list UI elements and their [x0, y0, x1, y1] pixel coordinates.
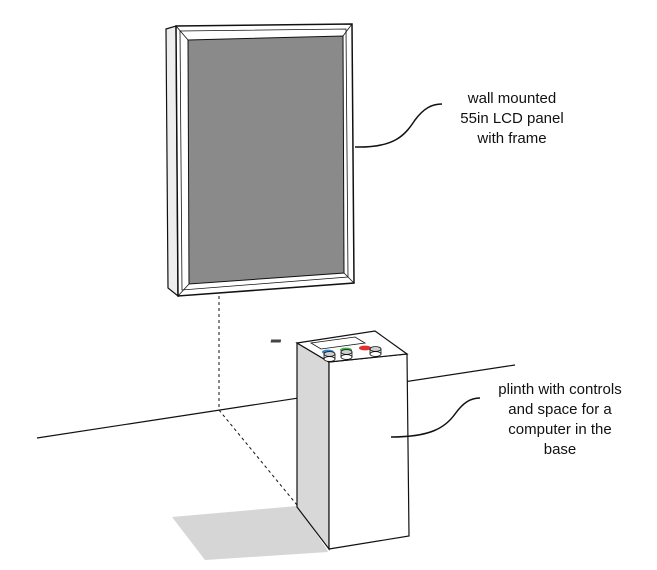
lcd-panel-label-line-2: 55in LCD panel: [460, 110, 564, 127]
button-indicator-red: [359, 345, 371, 351]
lcd-panel-label-line-3: with frame: [477, 130, 547, 147]
plinth-label-line-3: computer in the: [508, 421, 612, 438]
plinth-label-line-1: plinth with controls: [498, 381, 622, 398]
plinth-label: plinth with controls and space for a com…: [480, 380, 640, 460]
floor-wall-line-left: [36, 409, 221, 439]
lcd-panel: [165, 23, 355, 298]
control-knob-middle: [340, 349, 353, 360]
control-display-screen: [270, 339, 282, 343]
lcd-label-leader-line: [354, 103, 443, 148]
lcd-screen: [187, 35, 345, 285]
plinth-label-line-2: and space for a: [508, 401, 612, 418]
floor-to-plinth-dashed-line: [218, 409, 298, 506]
plinth-floor-shadow: [172, 506, 328, 560]
plinth-side-face: [328, 353, 410, 550]
control-knob-left: [323, 351, 336, 362]
plinth-label-leader-line: [390, 397, 481, 438]
control-display: [309, 336, 367, 350]
plinth-label-line-4: base: [543, 441, 577, 458]
plinth: [270, 330, 410, 551]
control-knob-right: [369, 346, 382, 357]
lcd-panel-label-line-1: wall mounted: [467, 90, 557, 107]
lcd-panel-label: wall mounted 55in LCD panel with frame: [437, 89, 587, 149]
